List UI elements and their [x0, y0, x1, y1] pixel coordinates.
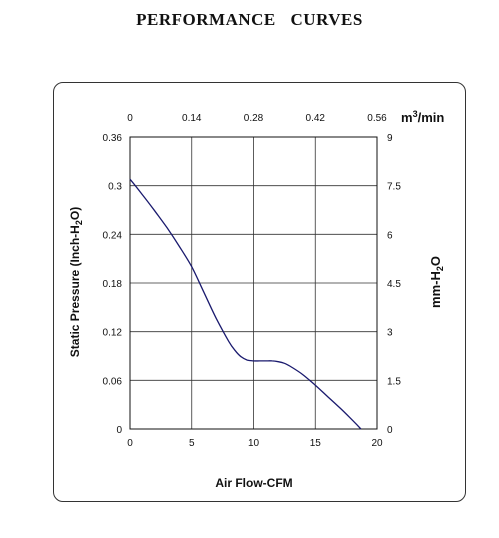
x2-tick-label: 0.14	[182, 113, 202, 124]
y-tick-label: 0.18	[103, 279, 123, 290]
y-tick-labels: 0 0.06 0.12 0.18 0.24 0.3 0.36	[103, 133, 123, 436]
y2-tick-label: 7.5	[387, 182, 401, 193]
x-tick-label: 5	[189, 438, 195, 449]
y-axis-title: Static Pressure (Inch-H2O)	[68, 207, 84, 357]
x2-tick-label: 0	[127, 113, 133, 124]
y2-tick-label: 4.5	[387, 279, 401, 290]
grid-lines	[130, 137, 377, 429]
x2-axis-title: m3/min	[401, 109, 444, 125]
x2-tick-label: 0.28	[244, 113, 264, 124]
y-tick-label: 0.3	[108, 182, 122, 193]
x-axis-title: Air Flow-CFM	[215, 476, 292, 490]
plot-border	[129, 136, 378, 430]
y2-tick-labels: 0 1.5 3 4.5 6 7.5 9	[387, 133, 401, 436]
y-tick-label: 0	[116, 425, 122, 436]
y2-tick-label: 9	[387, 133, 393, 144]
x2-tick-label: 0.42	[306, 113, 326, 124]
y2-axis-title: mm-H2O	[428, 256, 445, 308]
y-tick-label: 0.36	[103, 133, 123, 144]
y-tick-label: 0.12	[103, 328, 123, 339]
series-line	[129, 178, 362, 430]
y2-tick-label: 0	[387, 425, 393, 436]
chart-frame	[53, 82, 466, 502]
y-tick-label: 0.24	[103, 230, 123, 241]
y-tick-label: 0.06	[103, 376, 123, 387]
y2-tick-label: 3	[387, 328, 393, 339]
x-tick-label: 15	[310, 438, 322, 449]
page-title: PERFORMANCE CURVES	[136, 10, 363, 29]
x2-tick-labels: 0 0.14 0.28 0.42 0.56	[127, 113, 387, 124]
x-tick-labels: 0 5 10 15 20	[127, 438, 383, 449]
x-tick-label: 0	[127, 438, 133, 449]
y2-tick-label: 6	[387, 230, 393, 241]
x2-tick-label: 0.56	[367, 113, 387, 124]
x-tick-label: 10	[248, 438, 260, 449]
y2-tick-label: 1.5	[387, 376, 401, 387]
x-tick-label: 20	[371, 438, 383, 449]
